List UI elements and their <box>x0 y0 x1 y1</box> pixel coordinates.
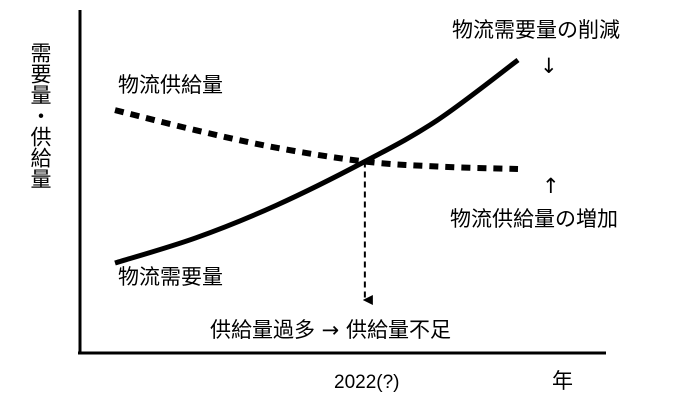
x-axis-label: 年 <box>552 369 573 393</box>
transition-label: 供給量過多 → 供給量不足 <box>210 318 451 342</box>
y-axis-label: 需要量・供給量 <box>28 42 52 189</box>
down-arrow-icon: ↓ <box>540 54 558 78</box>
supply-increase-label: 物流供給量の増加 <box>450 207 618 231</box>
demand-series-label: 物流需要量 <box>118 265 223 289</box>
demand-line <box>114 57 520 266</box>
supply-series-label: 物流供給量 <box>118 73 223 97</box>
supply-line <box>114 107 519 173</box>
demand-reduction-label: 物流需要量の削減 <box>452 18 620 42</box>
up-arrow-icon: ↑ <box>542 174 560 198</box>
x-tick-label: 2022(?) <box>334 372 400 393</box>
